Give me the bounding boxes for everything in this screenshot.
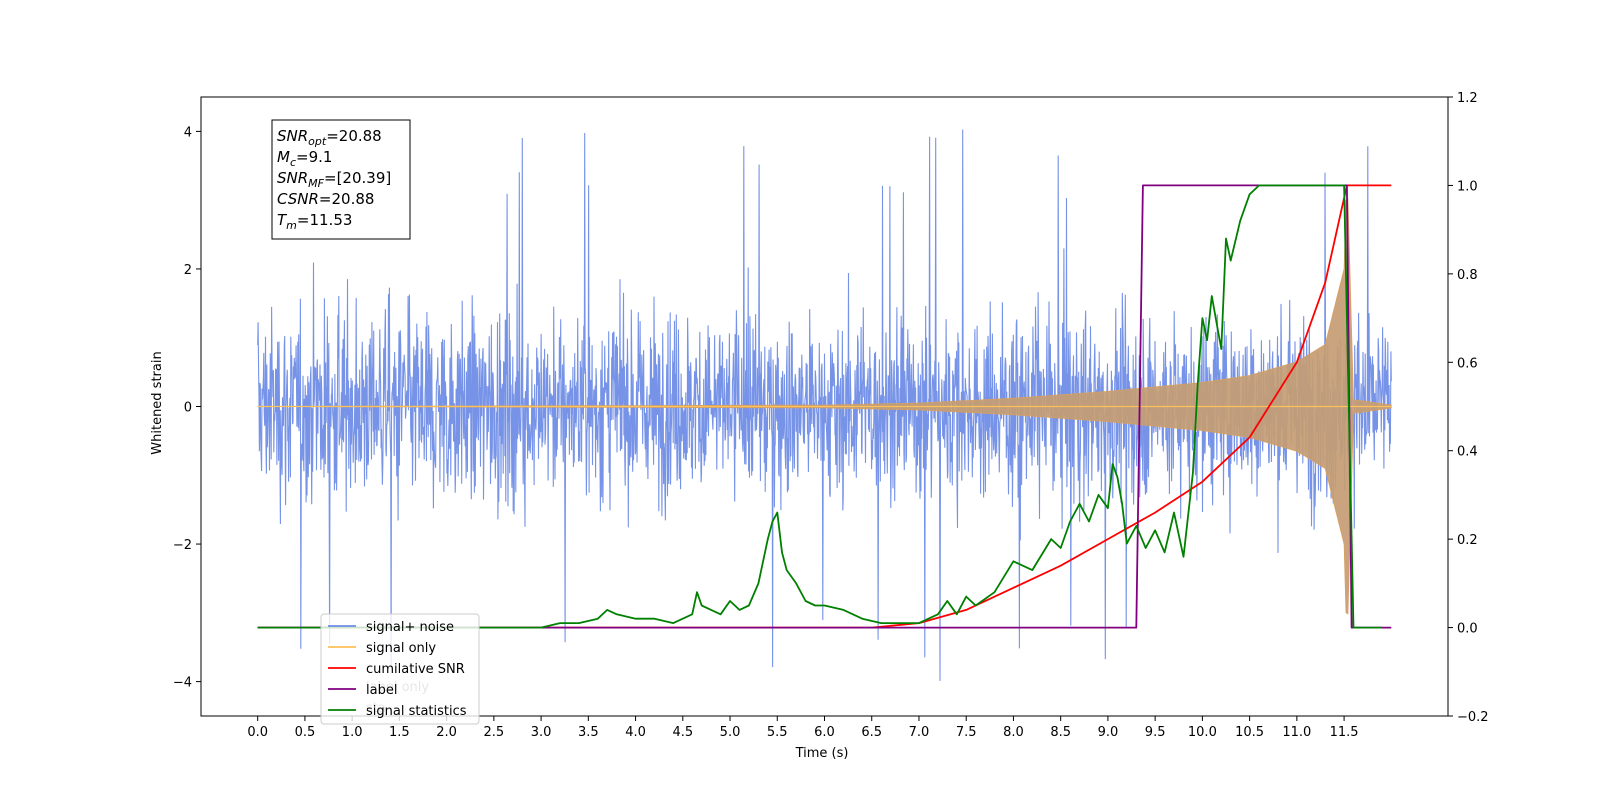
y-tick-label: −2 <box>173 538 192 553</box>
stat-subscript: c <box>290 156 296 169</box>
x-tick-label: 6.5 <box>861 725 882 740</box>
stat-line: CSNR=20.88 <box>277 190 374 208</box>
y-axis-label: Whitened strain <box>150 351 165 454</box>
y-tick-label: −4 <box>173 676 192 691</box>
stat-line: SNRopt=20.88 <box>277 127 382 148</box>
stat-value: =11.53 <box>297 211 353 229</box>
x-tick-label: 11.5 <box>1330 725 1359 740</box>
stat-subscript: m <box>286 219 297 232</box>
stat-value: =[20.39] <box>324 169 391 187</box>
y2-tick-label: 1.0 <box>1457 179 1478 194</box>
x-tick-label: 2.5 <box>484 725 505 740</box>
x-tick-label: 4.5 <box>672 725 693 740</box>
stat-symbol: SNR <box>277 169 308 187</box>
stat-value: =20.88 <box>326 127 382 145</box>
x-axis-label: Time (s) <box>795 746 849 761</box>
stat-subscript: MF <box>308 177 324 190</box>
x-tick-label: 1.5 <box>389 725 410 740</box>
y2-tick-label: 0.4 <box>1457 445 1478 460</box>
stats-annotation-box: SNRopt=20.88Mc=9.1SNRMF=[20.39]CSNR=20.8… <box>271 119 411 240</box>
x-tick-label: 5.0 <box>720 725 741 740</box>
x-tick-label: 3.5 <box>578 725 599 740</box>
x-tick-label: 11.0 <box>1282 725 1311 740</box>
series-signal-plus-noise <box>257 129 1392 681</box>
x-tick-label: 5.5 <box>767 725 788 740</box>
legend-frame <box>320 613 480 725</box>
stat-line: Tm=11.53 <box>277 211 352 232</box>
x-tick-label: 0.5 <box>295 725 316 740</box>
stat-value: =9.1 <box>296 148 332 166</box>
stat-line: Mc=9.1 <box>277 148 332 169</box>
annotation-box-frame <box>271 119 411 240</box>
x-tick-label: 10.0 <box>1188 725 1217 740</box>
y2-tick-label: −0.2 <box>1457 710 1489 725</box>
legend-label: signal only <box>366 641 436 656</box>
y2-tick-label: 0.6 <box>1457 356 1478 371</box>
x-tick-label: 7.5 <box>956 725 977 740</box>
x-tick-label: 7.0 <box>909 725 930 740</box>
y-tick-label: 0 <box>184 401 192 416</box>
x-tick-label: 0.0 <box>247 725 268 740</box>
x-tick-label: 4.0 <box>625 725 646 740</box>
x-tick-label: 9.0 <box>1098 725 1119 740</box>
x-tick-label: 3.0 <box>531 725 552 740</box>
legend-label: signal statistics <box>366 704 467 719</box>
legend-label: cumilative SNR <box>366 662 465 677</box>
plot-area <box>257 129 1392 681</box>
stat-symbol: CSNR <box>277 190 319 208</box>
x-tick-label: 9.5 <box>1145 725 1166 740</box>
y2-tick-label: 0.0 <box>1457 622 1478 637</box>
y-tick-label: 2 <box>184 263 192 278</box>
stat-symbol: M <box>277 148 290 166</box>
x-tick-label: 1.0 <box>342 725 363 740</box>
y2-tick-label: 0.2 <box>1457 533 1478 548</box>
series-signal-statistics <box>257 184 1382 629</box>
x-tick-label: 2.0 <box>436 725 457 740</box>
x-tick-label: 10.5 <box>1235 725 1264 740</box>
stat-subscript: opt <box>308 135 327 148</box>
stat-line: SNRMF=[20.39] <box>277 169 391 190</box>
ticks: 0.0 0.5 1.0 1.5 2.0 2.5 3.0 3.5 4.0 4.5 5.0 5.5 6.0 6… <box>173 91 1489 740</box>
y-tick-label: 4 <box>184 125 192 140</box>
x-tick-label: 6.0 <box>814 725 835 740</box>
y2-tick-label: 1.2 <box>1457 91 1478 106</box>
stat-symbol: SNR <box>277 127 308 145</box>
legend-label: signal+ noise <box>366 620 454 635</box>
y2-tick-label: 0.8 <box>1457 268 1478 283</box>
stat-value: =20.88 <box>319 190 375 208</box>
x-tick-label: 8.0 <box>1003 725 1024 740</box>
legend-label: label <box>366 683 397 698</box>
series-cumilative-snr <box>257 184 1392 629</box>
stat-symbol: T <box>277 211 288 229</box>
x-tick-label: 8.5 <box>1050 725 1071 740</box>
